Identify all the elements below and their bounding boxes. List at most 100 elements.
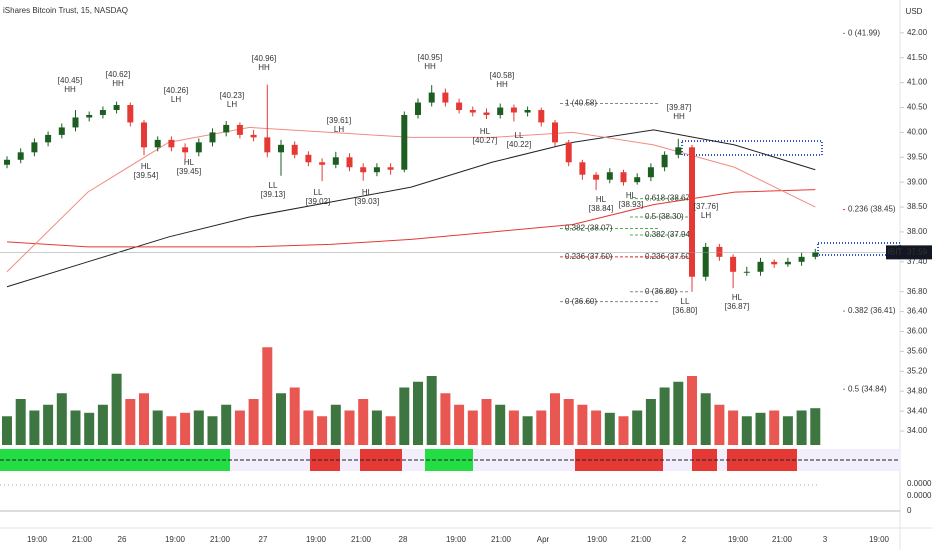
volume-bar bbox=[618, 416, 629, 445]
pivot-tag: HH bbox=[64, 85, 76, 94]
candle-body bbox=[72, 117, 79, 128]
volume-bar bbox=[303, 410, 314, 445]
candle-body bbox=[346, 157, 353, 168]
symbol-label: IBIT bbox=[888, 247, 903, 256]
candle-body bbox=[743, 271, 750, 273]
candle-body bbox=[510, 107, 517, 113]
candle-body bbox=[113, 105, 120, 111]
pivot-price: [40.45] bbox=[58, 76, 82, 85]
candle-body bbox=[17, 152, 24, 160]
volume-bar bbox=[659, 387, 670, 445]
pivot-price: [39.02] bbox=[306, 197, 330, 206]
fib-label: 0.236 (37.50) bbox=[645, 252, 693, 261]
y-tick-label: 37.40 bbox=[907, 257, 928, 266]
x-tick-label: 21:00 bbox=[72, 535, 93, 544]
pivot-tag: HL bbox=[184, 158, 195, 167]
volume-bar bbox=[152, 410, 163, 445]
chart-title: iShares Bitcoin Trust, 15, NASDAQ bbox=[3, 6, 128, 15]
indicator-label: 0 bbox=[907, 506, 912, 515]
candle-body bbox=[99, 110, 106, 115]
candle-body bbox=[689, 147, 695, 277]
volume-bar bbox=[522, 416, 533, 445]
pivot-price: [39.13] bbox=[261, 190, 285, 199]
volume-bar bbox=[769, 410, 780, 445]
volume-bar bbox=[330, 404, 341, 445]
volume-bar bbox=[276, 393, 286, 445]
moving-average bbox=[6, 189, 816, 248]
fib-label: 0 (36.60) bbox=[565, 297, 597, 306]
pivot-tag: HL bbox=[362, 188, 373, 197]
candle-body bbox=[469, 110, 476, 113]
pivot-price: [40.95] bbox=[418, 53, 442, 62]
pivot-price: [40.23] bbox=[220, 91, 244, 100]
volume-bar bbox=[632, 410, 643, 445]
indicator-label: 0.0000 bbox=[907, 479, 932, 488]
candle-body bbox=[373, 167, 380, 173]
pivot-tag: LL bbox=[314, 188, 323, 197]
candle-body bbox=[730, 256, 737, 272]
candle-body bbox=[236, 124, 243, 135]
pivot-price: [36.87] bbox=[725, 302, 749, 311]
fib-label: 0.382 (37.94) bbox=[645, 230, 693, 239]
volume-bar bbox=[180, 412, 191, 445]
volume-bar bbox=[673, 381, 684, 445]
volume-bar bbox=[782, 416, 793, 445]
x-tick-label: 21:00 bbox=[772, 535, 793, 544]
candle-body bbox=[168, 139, 175, 148]
candle-body bbox=[360, 167, 367, 173]
x-tick-label: 19:00 bbox=[728, 535, 749, 544]
price-tag bbox=[904, 245, 932, 260]
candle-body bbox=[661, 154, 668, 168]
pivot-price: [40.62] bbox=[106, 70, 130, 79]
pivot-price: [38.84] bbox=[589, 204, 613, 213]
y-tick-label: 39.00 bbox=[907, 177, 928, 186]
candle-body bbox=[497, 107, 504, 115]
y-tick-label: 36.80 bbox=[907, 287, 928, 296]
pivot-price: [38.93] bbox=[619, 200, 643, 209]
candle-body bbox=[593, 174, 600, 180]
pivot-price: [39.54] bbox=[134, 171, 158, 180]
candle-body bbox=[401, 114, 408, 170]
y-tick-label: 36.00 bbox=[907, 327, 928, 336]
x-tick-label: 28 bbox=[399, 535, 408, 544]
x-tick-label: 21:00 bbox=[491, 535, 512, 544]
y-tick-label: 38.00 bbox=[907, 227, 928, 236]
volume-bar bbox=[207, 416, 218, 445]
volume-bar bbox=[550, 393, 560, 445]
fib-label: 0 (36.80) bbox=[645, 287, 677, 296]
candle-body bbox=[771, 261, 778, 265]
pivot-tag: HL bbox=[141, 162, 152, 171]
pivot-price: [36.80] bbox=[673, 306, 697, 315]
x-tick-label: 21:00 bbox=[210, 535, 231, 544]
volume-bar bbox=[563, 399, 574, 445]
fib-label: 0.236 (37.50) bbox=[565, 252, 613, 261]
x-tick-label: 19:00 bbox=[165, 535, 186, 544]
indicator-label: 0.0000 bbox=[907, 491, 932, 500]
candle-body bbox=[634, 177, 641, 183]
pivot-price: [40.58] bbox=[490, 71, 514, 80]
candle-body bbox=[524, 110, 531, 113]
candle-body bbox=[620, 172, 627, 183]
volume-bar bbox=[193, 410, 204, 445]
moving-average bbox=[6, 129, 816, 288]
fib-label: 0.618 (38.67) bbox=[645, 194, 693, 203]
x-tick-label: 19:00 bbox=[306, 535, 327, 544]
candle-body bbox=[647, 167, 654, 178]
volume-bar bbox=[426, 376, 437, 445]
x-tick-label: 21:00 bbox=[631, 535, 652, 544]
volume-bar bbox=[371, 410, 382, 445]
y-tick-label: 39.50 bbox=[907, 152, 928, 161]
pivot-tag: LH bbox=[171, 95, 181, 104]
candle-body bbox=[716, 246, 723, 257]
price-label: 37.59 bbox=[907, 247, 928, 256]
candle-body bbox=[86, 114, 93, 118]
pivot-tag: HL bbox=[626, 191, 637, 200]
pivot-tag: HL bbox=[480, 127, 491, 136]
pivot-tag: HL bbox=[596, 195, 607, 204]
candle-body bbox=[141, 122, 147, 148]
pivot-price: [40.27] bbox=[473, 136, 497, 145]
pivot-tag: LL bbox=[515, 131, 524, 140]
x-tick-label: 3 bbox=[823, 535, 828, 544]
